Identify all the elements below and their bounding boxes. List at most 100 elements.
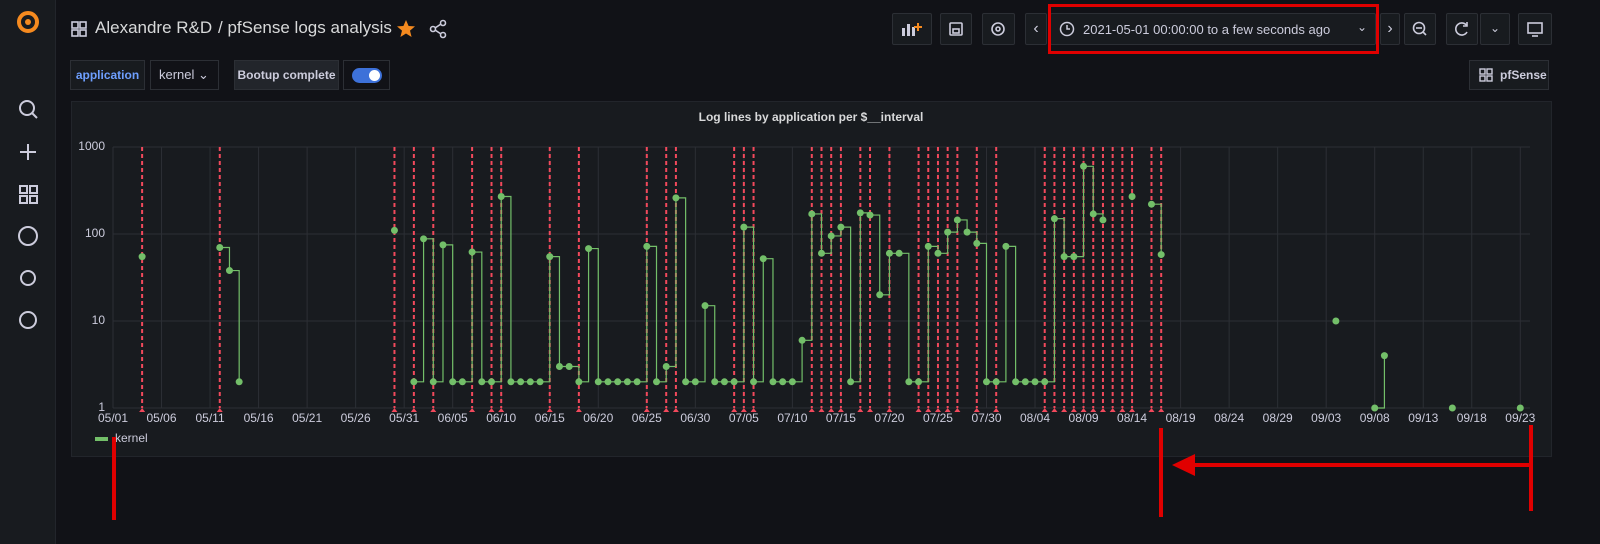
- x-tick-label: 07/30: [971, 411, 1001, 425]
- annotation-marker: [1158, 408, 1165, 412]
- logo[interactable]: [14, 8, 42, 36]
- refresh-interval[interactable]: ⌄: [1480, 13, 1510, 45]
- add-panel[interactable]: [892, 13, 932, 45]
- legend-label: kernel: [115, 431, 148, 445]
- x-tick-label: 09/18: [1457, 411, 1487, 425]
- annotation-marker: [934, 408, 941, 412]
- sidebar: [0, 0, 56, 544]
- data-point: [973, 239, 981, 247]
- data-point: [895, 249, 903, 257]
- data-point: [555, 362, 563, 370]
- x-tick-label: 06/10: [486, 411, 516, 425]
- settings[interactable]: [982, 13, 1015, 45]
- variable-value: kernel: [159, 67, 195, 82]
- x-tick-label: 06/20: [583, 411, 613, 425]
- annotation-marker: [731, 408, 738, 412]
- data-point: [439, 241, 447, 249]
- x-tick-label: 08/04: [1020, 411, 1050, 425]
- annotation-marker: [1061, 408, 1068, 412]
- shift-forward[interactable]: ›: [1380, 13, 1400, 45]
- link-icon: [1479, 68, 1493, 82]
- toggle[interactable]: [343, 60, 390, 90]
- data-point: [643, 242, 651, 250]
- data-point: [701, 302, 709, 310]
- data-point: [1448, 404, 1456, 412]
- annotation-marker: [1148, 408, 1155, 412]
- x-tick-label: 08/09: [1069, 411, 1099, 425]
- highlight-box: [1048, 4, 1379, 54]
- x-tick-label: 09/03: [1311, 411, 1341, 425]
- data-point: [1002, 242, 1010, 250]
- share[interactable]: [428, 19, 448, 39]
- data-point: [1041, 378, 1049, 386]
- x-tick-label: 05/21: [292, 411, 322, 425]
- data-point: [526, 378, 534, 386]
- y-tick-label: 1000: [78, 139, 105, 153]
- data-point: [1128, 192, 1136, 200]
- tv-mode[interactable]: [1518, 13, 1552, 45]
- data-point: [788, 378, 796, 386]
- annotation-marker: [993, 408, 1000, 412]
- x-tick-label: 08/19: [1166, 411, 1196, 425]
- panel: [71, 101, 1552, 457]
- data-point: [653, 378, 661, 386]
- data-point: [235, 378, 243, 386]
- annotation-marker: [750, 408, 757, 412]
- x-tick-label: 05/11: [195, 411, 224, 425]
- data-point: [915, 378, 923, 386]
- annotation-marker: [643, 408, 650, 412]
- data-point: [1147, 200, 1155, 208]
- annotation-marker: [469, 408, 476, 412]
- y-tick-label: 10: [92, 313, 106, 327]
- time-picker[interactable]: 2021-05-01 00:00:00 to a few seconds ago…: [1050, 13, 1376, 45]
- x-tick-label: 09/13: [1408, 411, 1438, 425]
- data-point: [1060, 253, 1068, 261]
- dashboard-link[interactable]: pfSense: [1469, 60, 1549, 90]
- data-point: [623, 378, 631, 386]
- annotation-marker: [663, 408, 670, 412]
- zoom-out[interactable]: [1404, 13, 1436, 45]
- data-point: [992, 378, 1000, 386]
- folder-link[interactable]: Alexandre R&D: [95, 18, 213, 37]
- annotation-marker: [818, 408, 825, 412]
- data-point: [614, 378, 622, 386]
- save[interactable]: [940, 13, 972, 45]
- data-point: [420, 235, 428, 243]
- annotation-marker: [1070, 408, 1077, 412]
- annotation-marker: [1109, 408, 1116, 412]
- annotation-marker: [808, 408, 815, 412]
- annotation-marker: [828, 408, 835, 412]
- data-point: [216, 243, 224, 251]
- x-tick-label: 08/14: [1117, 411, 1147, 425]
- refresh[interactable]: [1446, 13, 1478, 45]
- data-point: [827, 232, 835, 240]
- variable-select[interactable]: kernel ⌄: [150, 60, 219, 90]
- data-point: [1012, 378, 1020, 386]
- star[interactable]: [396, 19, 416, 39]
- data-point: [662, 362, 670, 370]
- x-tick-label: 07/15: [826, 411, 856, 425]
- nav-icons[interactable]: [16, 98, 42, 348]
- shift-back[interactable]: ‹: [1025, 13, 1047, 45]
- x-tick-label: 07/20: [874, 411, 904, 425]
- annotation-marker: [1119, 408, 1126, 412]
- data-point: [1070, 253, 1078, 261]
- data-point: [225, 267, 233, 275]
- annotation-marker: [498, 408, 505, 412]
- data-point: [1099, 216, 1107, 224]
- data-point: [818, 249, 825, 257]
- data-point: [924, 242, 932, 250]
- data-point: [682, 378, 690, 386]
- data-point: [837, 223, 845, 231]
- annotation-marker: [1129, 408, 1136, 412]
- annotation-marker: [1080, 408, 1087, 412]
- annotation-marker: [944, 408, 951, 412]
- toggle-label: Bootup complete: [234, 60, 339, 90]
- caret: ⌄: [1357, 20, 1368, 34]
- data-point: [982, 378, 990, 386]
- data-point: [565, 362, 573, 370]
- x-tick-label: 08/24: [1214, 411, 1244, 425]
- annotation-marker: [925, 408, 932, 412]
- data-point: [856, 209, 864, 217]
